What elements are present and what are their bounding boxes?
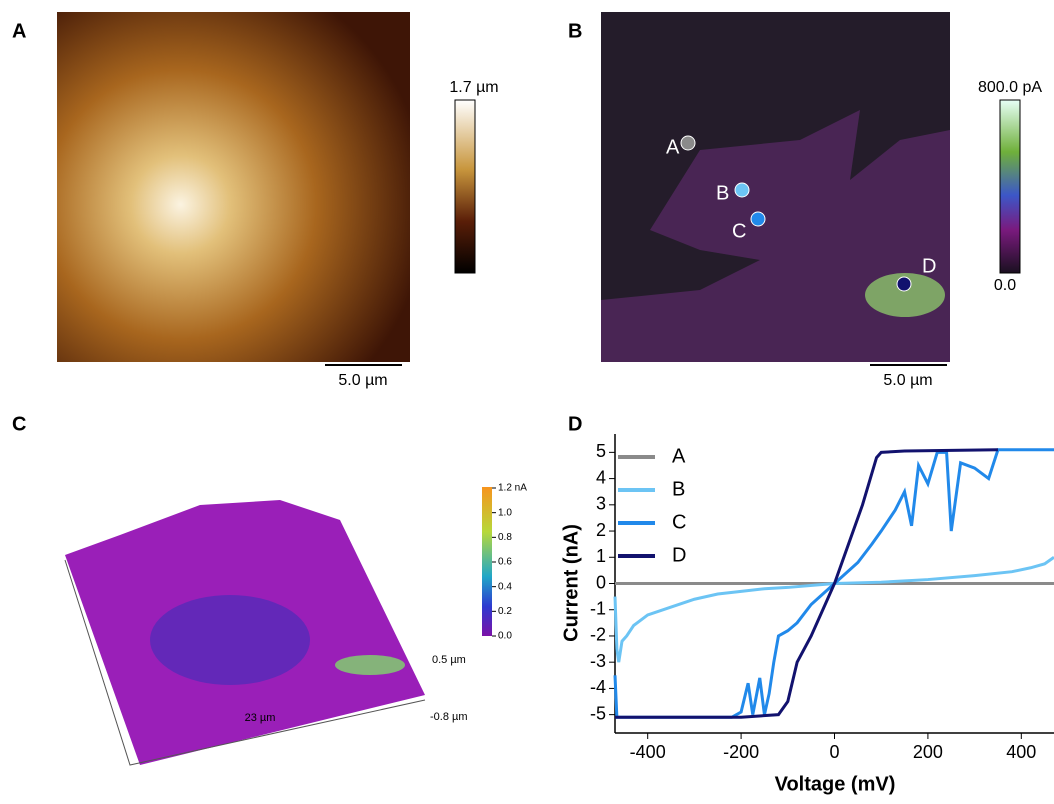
scale-label: 5.0 µm — [883, 372, 932, 389]
y-tick-label: 0 — [596, 572, 606, 592]
panel-letter: A — [12, 20, 26, 42]
panel-b: 800.0 pA 0.0 A B C D 5.0 µm — [601, 12, 1042, 389]
point-label: B — [716, 182, 729, 204]
panel-a: 1.7 µm 5.0 µm — [57, 12, 499, 389]
colorbar-tick-label: 0.8 — [498, 532, 512, 543]
point-label: D — [922, 255, 936, 277]
colorbar — [999, 99, 1021, 274]
x-tick-label: 400 — [1006, 742, 1036, 762]
point-label: A — [666, 136, 680, 158]
colorbar — [454, 99, 476, 274]
colorbar-label: 1.7 µm — [449, 79, 498, 96]
colorbar-label: 0.0 — [994, 277, 1016, 294]
legend-label: B — [672, 478, 685, 500]
z-label: -0.8 µm — [430, 711, 468, 723]
point-marker — [750, 211, 766, 227]
y-axis-title: Current (nA) — [560, 524, 582, 642]
colorbar-tick-label: 0.6 — [498, 557, 512, 568]
y-tick-label: 5 — [596, 441, 606, 461]
width-label: 23 µm — [245, 712, 276, 724]
y-tick-label: -5 — [590, 703, 606, 723]
current-region — [601, 110, 950, 362]
x-tick-label: 0 — [829, 742, 839, 762]
colorbar-tick-label: 0.2 — [498, 606, 512, 617]
series-line — [613, 448, 1054, 719]
colorbar-label: 800.0 pA — [978, 79, 1042, 96]
y-tick-label: 1 — [596, 546, 606, 566]
series-line — [613, 556, 1054, 663]
y-tick-label: -3 — [590, 651, 606, 671]
y-tick-label: -4 — [590, 677, 606, 697]
surface-feature — [150, 595, 310, 685]
scale-label: 5.0 µm — [338, 372, 387, 389]
x-tick-label: 200 — [913, 742, 943, 762]
hot-spot — [865, 273, 945, 317]
colorbar — [482, 487, 492, 636]
colorbar-tick-label: 0.0 — [498, 631, 512, 642]
legend-label: C — [672, 511, 686, 533]
y-tick-label: 3 — [596, 494, 606, 514]
point-marker — [896, 276, 912, 292]
axis-box — [64, 559, 426, 766]
height-map — [57, 12, 410, 362]
colorbar-tick-label: 1.2 nA — [498, 483, 527, 494]
point-marker — [734, 182, 750, 198]
colorbar-tick-label: 1.0 — [498, 507, 512, 518]
panel-letter: B — [568, 20, 582, 42]
legend-label: D — [672, 544, 686, 566]
x-axis-title: Voltage (mV) — [775, 773, 896, 795]
panel-letter: C — [12, 413, 26, 435]
point-label: C — [732, 220, 746, 242]
y-tick-label: 2 — [596, 520, 606, 540]
x-tick-label: -200 — [723, 742, 759, 762]
x-tick-label: -400 — [630, 742, 666, 762]
panel-c: 1.2 nA1.00.80.60.40.20.0 0.5 µm -0.8 µm … — [64, 483, 527, 766]
colorbar-tick-label: 0.4 — [498, 581, 512, 592]
series-line — [615, 448, 998, 719]
y-tick-label: 4 — [596, 467, 606, 487]
iv-chart: Voltage (mV) Current (nA) -400 -200 0 200 40… — [560, 434, 1054, 795]
legend-label: A — [672, 445, 686, 467]
z-label: 0.5 µm — [432, 654, 466, 666]
y-tick-label: -2 — [590, 625, 606, 645]
panel-letter: D — [568, 413, 582, 435]
y-tick-label: -1 — [590, 598, 606, 618]
hot-spot — [335, 655, 405, 675]
point-marker — [680, 135, 696, 151]
